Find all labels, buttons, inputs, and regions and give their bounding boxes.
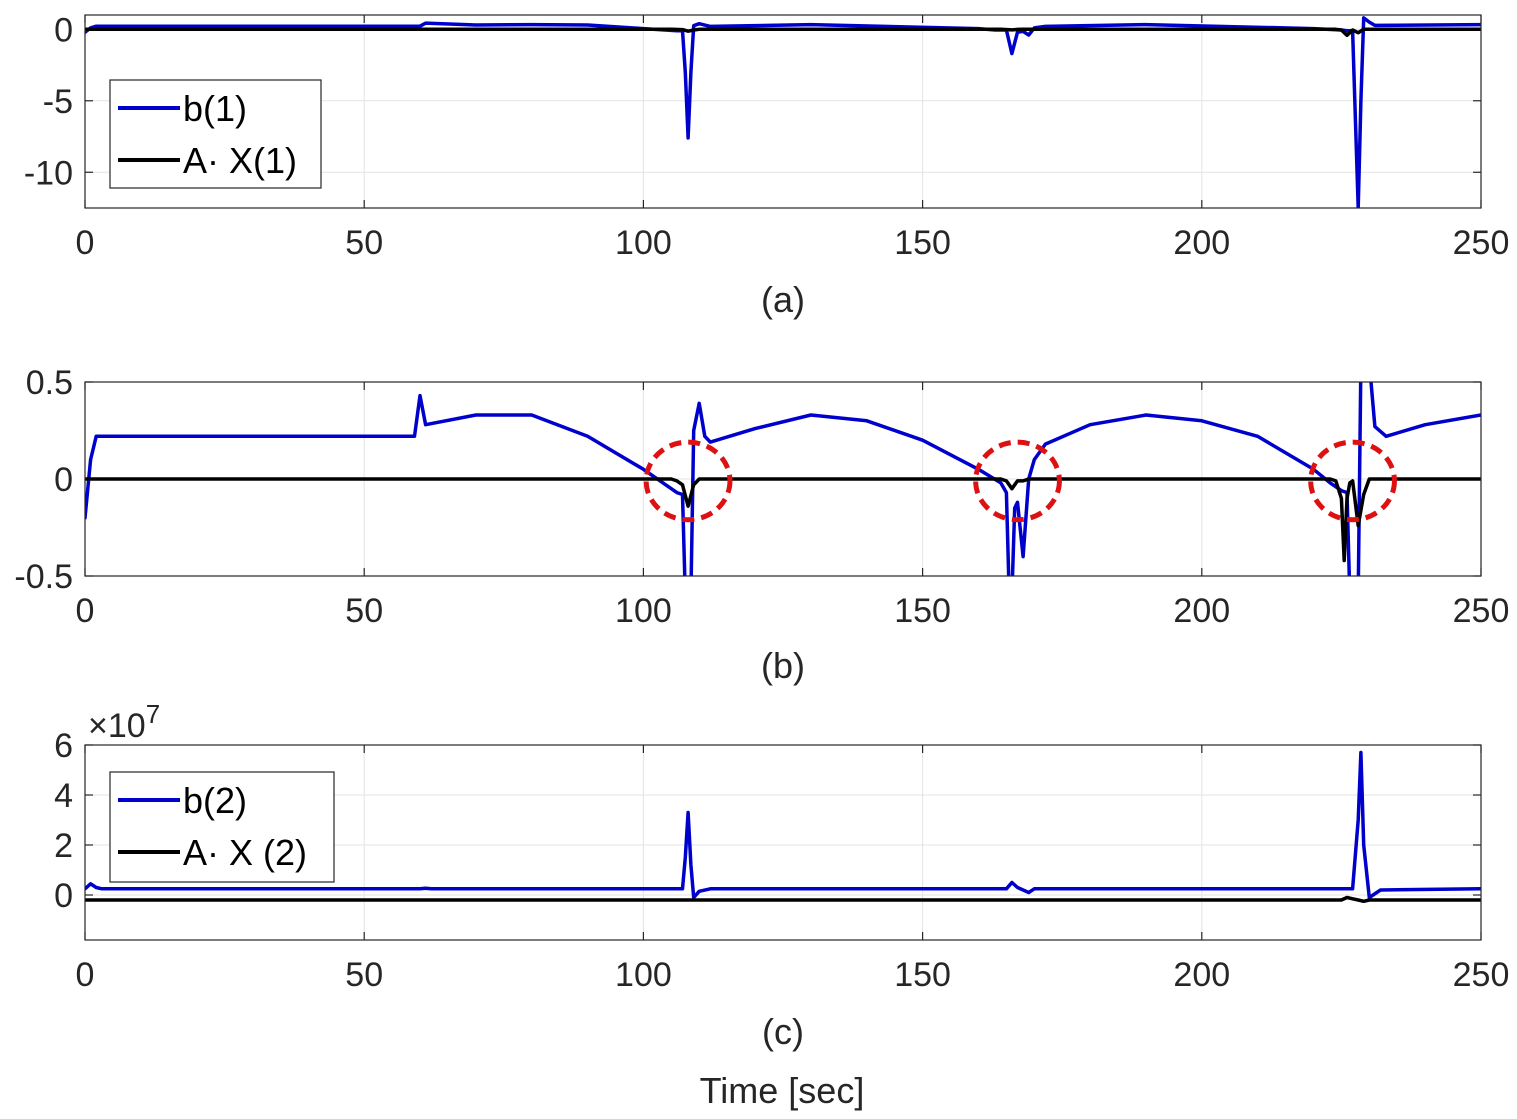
legend-label-ax2: A· X (2) [183, 832, 307, 873]
x-tick-label: 250 [1453, 956, 1510, 994]
series-line-ax [85, 895, 1481, 904]
caption-b: (b) [761, 645, 805, 686]
x-tick-label: 100 [615, 224, 672, 262]
x-tick-label: 100 [615, 956, 672, 994]
caption-c: (c) [762, 1011, 804, 1052]
exponent-power: 7 [146, 699, 160, 729]
y-tick-label: 6 [54, 727, 73, 765]
legend-label-b1: b(1) [183, 88, 247, 129]
y-tick-label: -5 [43, 83, 73, 121]
y-tick-label: 2 [54, 827, 73, 865]
legend-c: b(2) A· X (2) [109, 771, 335, 883]
plot-area-a [85, 16, 1481, 208]
plot-area-c [85, 750, 1481, 904]
series-line-ax [85, 477, 1481, 563]
series-line-ax [85, 27, 1481, 38]
series-line-b [85, 382, 1481, 576]
axes-frame-a [84, 14, 1482, 209]
legend-box-a [109, 79, 322, 189]
y-tick-label: 0 [54, 11, 73, 49]
ticks-a: 0 50 100 150 200 250 0 -5 -10 [24, 11, 1510, 262]
highlight-circle [1308, 439, 1397, 523]
y-tick-label: 0 [54, 461, 73, 499]
x-tick-label: 250 [1453, 224, 1510, 262]
axes-frame-b [84, 381, 1482, 577]
x-tick-label: 0 [76, 224, 95, 262]
x-axis-label: Time [sec] [700, 1070, 865, 1111]
y-tick-label: 0 [54, 877, 73, 915]
caption-a: (a) [761, 279, 805, 320]
legend-box-c [109, 771, 335, 883]
x-tick-label: 0 [76, 592, 95, 630]
y-tick-label: 0.5 [26, 364, 73, 402]
legend-label-ax1: A· X(1) [183, 140, 297, 181]
exponent-label-c: ×107 [88, 699, 160, 745]
x-tick-label: 200 [1173, 956, 1230, 994]
x-tick-label: 50 [345, 592, 383, 630]
panel-c: 0 50 100 150 200 250 6 4 2 0 ×107 (c) b(2) A· X (… [54, 699, 1509, 1052]
x-tick-label: 150 [894, 224, 951, 262]
x-tick-label: 200 [1173, 592, 1230, 630]
x-tick-label: 200 [1173, 224, 1230, 262]
axes-frame-c [84, 744, 1482, 941]
y-tick-label: 4 [54, 777, 73, 815]
panel-a: 0 50 100 150 200 250 0 -5 -10 (a) b(1) A· X(1) [24, 11, 1510, 320]
highlight-circle [973, 439, 1062, 523]
series-line-b [85, 750, 1481, 900]
x-tick-label: 250 [1453, 592, 1510, 630]
legend-a: b(1) A· X(1) [109, 79, 322, 189]
x-tick-label: 150 [894, 592, 951, 630]
x-tick-label: 0 [76, 956, 95, 994]
plot-area-b [85, 382, 1481, 576]
legend-label-b2: b(2) [183, 780, 247, 821]
x-tick-label: 150 [894, 956, 951, 994]
highlight-circle [643, 439, 733, 523]
x-tick-label: 50 [345, 956, 383, 994]
y-tick-label: -0.5 [14, 558, 73, 596]
x-tick-label: 50 [345, 224, 383, 262]
ticks-c: 0 50 100 150 200 250 6 4 2 0 [54, 727, 1509, 994]
x-tick-label: 100 [615, 592, 672, 630]
y-tick-label: -10 [24, 154, 73, 192]
